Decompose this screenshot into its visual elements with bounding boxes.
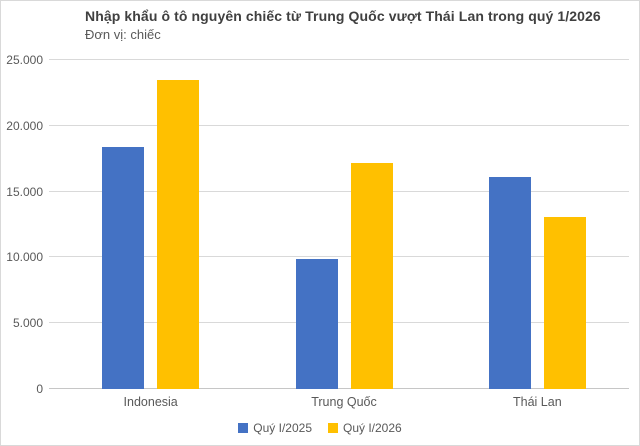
gridline <box>49 256 629 258</box>
legend-label: Quý I/2025 <box>253 421 312 435</box>
gridline <box>49 190 629 192</box>
bar-trung-quốc-series-1 <box>350 162 393 389</box>
bar-thái-lan-series-1 <box>543 216 586 389</box>
x-tick-label: Indonesia <box>123 395 178 409</box>
chart-title: Nhập khẩu ô tô nguyên chiếc từ Trung Quố… <box>85 8 601 24</box>
bar-indonesia-series-1 <box>157 80 200 389</box>
legend-label: Quý I/2026 <box>343 421 402 435</box>
y-tick-label: 5.000 <box>12 316 43 331</box>
y-tick-label: 10.000 <box>6 250 43 265</box>
gridline <box>49 322 629 324</box>
x-tick-label: Trung Quốc <box>311 395 377 409</box>
y-tick-label: 15.000 <box>6 184 43 199</box>
y-tick-label: 0 <box>36 382 43 396</box>
gridline <box>49 59 629 60</box>
legend-swatch-icon <box>328 423 338 433</box>
bar-trung-quốc-series-0 <box>295 258 338 389</box>
chart-subtitle: Đơn vị: chiếc <box>85 27 161 42</box>
gridline <box>49 124 629 126</box>
x-tick-label: Thái Lan <box>513 395 562 409</box>
legend-swatch-icon <box>238 423 249 433</box>
bar-indonesia-series-0 <box>102 146 145 389</box>
y-tick-label: 20.000 <box>6 118 43 133</box>
plot-area <box>49 59 629 389</box>
legend-item-0: Quý I/2025 <box>238 421 312 435</box>
bar-thái-lan-series-0 <box>488 177 531 389</box>
legend-item-1: Quý I/2026 <box>328 421 402 435</box>
x-axis-line <box>49 388 629 389</box>
legend: Quý I/2025 Quý I/2026 <box>1 421 639 435</box>
y-tick-label: 25.000 <box>6 53 43 67</box>
